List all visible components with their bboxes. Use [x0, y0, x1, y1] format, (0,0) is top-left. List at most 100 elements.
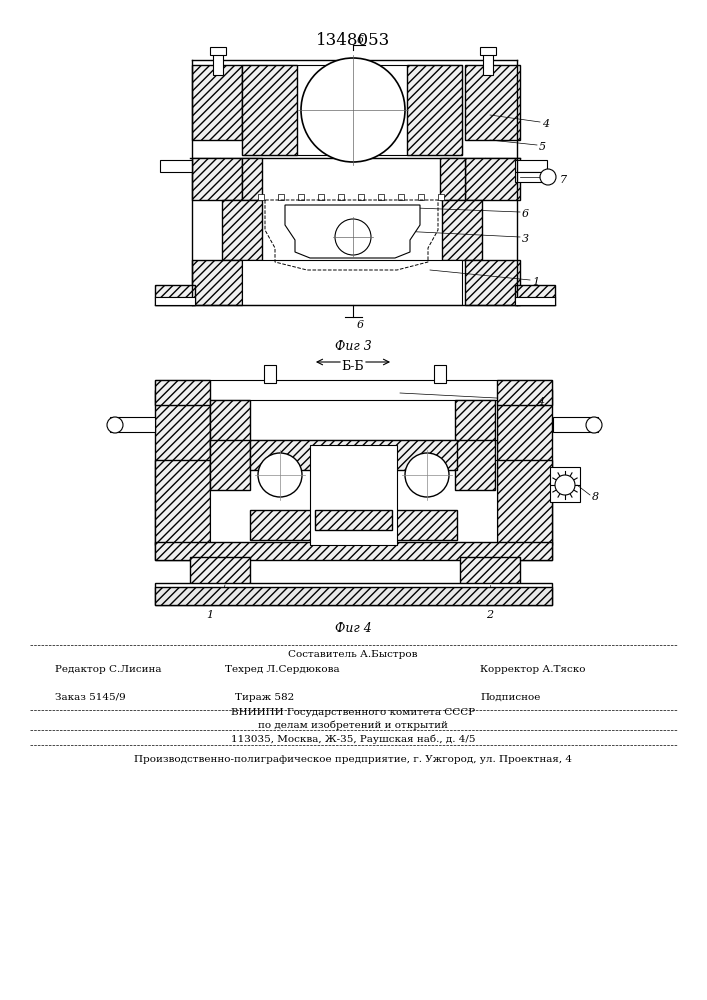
Bar: [553, 417, 598, 432]
Bar: [434, 365, 446, 383]
Bar: [242, 65, 462, 155]
Text: Заказ 5145/9: Заказ 5145/9: [55, 693, 126, 702]
Text: Корректор А.Тяско: Корректор А.Тяско: [480, 665, 585, 674]
Bar: [264, 365, 276, 383]
Bar: [315, 510, 392, 530]
Text: 3: 3: [522, 234, 529, 244]
Text: Б-Б: Б-Б: [341, 360, 364, 373]
Bar: [210, 440, 250, 490]
Bar: [418, 194, 424, 200]
Circle shape: [405, 453, 449, 497]
Bar: [455, 440, 495, 490]
Bar: [318, 194, 324, 200]
Bar: [242, 65, 297, 155]
Text: 6: 6: [357, 320, 364, 330]
Bar: [222, 200, 262, 260]
Bar: [398, 194, 404, 200]
Bar: [250, 510, 457, 540]
Bar: [465, 65, 520, 140]
Bar: [250, 440, 457, 470]
Bar: [258, 194, 264, 200]
Polygon shape: [460, 585, 520, 605]
Bar: [155, 583, 552, 605]
Bar: [298, 194, 304, 200]
Bar: [210, 460, 497, 545]
Bar: [310, 445, 397, 545]
Bar: [460, 557, 520, 585]
Bar: [155, 297, 195, 305]
Bar: [155, 390, 210, 560]
Bar: [210, 400, 250, 445]
Circle shape: [540, 169, 556, 185]
Bar: [515, 172, 550, 182]
Text: 2: 2: [486, 610, 493, 620]
Bar: [278, 194, 284, 200]
Polygon shape: [190, 585, 250, 605]
Bar: [155, 542, 552, 560]
Bar: [438, 194, 444, 200]
Text: Техред Л.Сердюкова: Техред Л.Сердюкова: [225, 665, 339, 674]
Bar: [110, 417, 155, 432]
Bar: [155, 285, 195, 305]
Bar: [440, 158, 465, 200]
Bar: [210, 400, 497, 445]
Text: Тираж 582: Тираж 582: [235, 693, 294, 702]
Bar: [242, 260, 462, 305]
Text: по делам изобретений и открытий: по делам изобретений и открытий: [258, 721, 448, 730]
Bar: [480, 47, 496, 55]
Circle shape: [335, 219, 371, 255]
Text: 7: 7: [560, 175, 567, 185]
Text: ВНИИПИ Государственного комитета СССР: ВНИИПИ Государственного комитета СССР: [231, 708, 475, 717]
Bar: [155, 587, 552, 605]
Text: 1: 1: [206, 610, 214, 620]
Text: Фиг 4: Фиг 4: [334, 622, 371, 635]
Text: 1: 1: [532, 277, 539, 287]
Text: 4: 4: [542, 119, 549, 129]
Text: 4: 4: [537, 397, 544, 407]
Bar: [515, 297, 555, 305]
Bar: [242, 158, 262, 200]
Bar: [155, 460, 210, 545]
Bar: [192, 158, 242, 200]
Text: 5: 5: [539, 142, 546, 152]
Bar: [192, 65, 242, 140]
Bar: [465, 260, 520, 305]
Bar: [465, 158, 520, 200]
Text: Производственно-полиграфическое предприятие, г. Ужгород, ул. Проектная, 4: Производственно-полиграфическое предприя…: [134, 755, 572, 764]
Polygon shape: [285, 205, 420, 258]
Text: 6: 6: [357, 35, 364, 45]
Text: Составитель А.Быстров: Составитель А.Быстров: [288, 650, 418, 659]
Bar: [515, 285, 555, 305]
Bar: [497, 390, 552, 560]
Text: Фиг 3: Фиг 3: [334, 340, 371, 353]
Bar: [155, 380, 210, 405]
Circle shape: [258, 453, 302, 497]
Circle shape: [301, 58, 405, 162]
Text: 8: 8: [592, 492, 599, 502]
Bar: [407, 65, 462, 155]
Text: 1348053: 1348053: [316, 32, 390, 49]
Bar: [515, 160, 547, 172]
Circle shape: [555, 475, 575, 495]
Bar: [442, 200, 482, 260]
Circle shape: [586, 417, 602, 433]
Bar: [155, 380, 552, 405]
Bar: [160, 160, 192, 172]
Bar: [550, 467, 580, 502]
Text: Редактор С.Лисина: Редактор С.Лисина: [55, 665, 161, 674]
Bar: [338, 194, 344, 200]
Bar: [378, 194, 384, 200]
Bar: [210, 47, 226, 55]
Bar: [190, 557, 250, 585]
Bar: [358, 194, 364, 200]
Bar: [483, 50, 493, 75]
Bar: [213, 50, 223, 75]
Circle shape: [107, 417, 123, 433]
Bar: [497, 380, 552, 405]
Bar: [497, 460, 552, 545]
Bar: [192, 260, 242, 305]
Text: Подписное: Подписное: [480, 693, 540, 702]
Text: 6: 6: [522, 209, 529, 219]
Bar: [455, 400, 495, 445]
Bar: [210, 440, 497, 490]
